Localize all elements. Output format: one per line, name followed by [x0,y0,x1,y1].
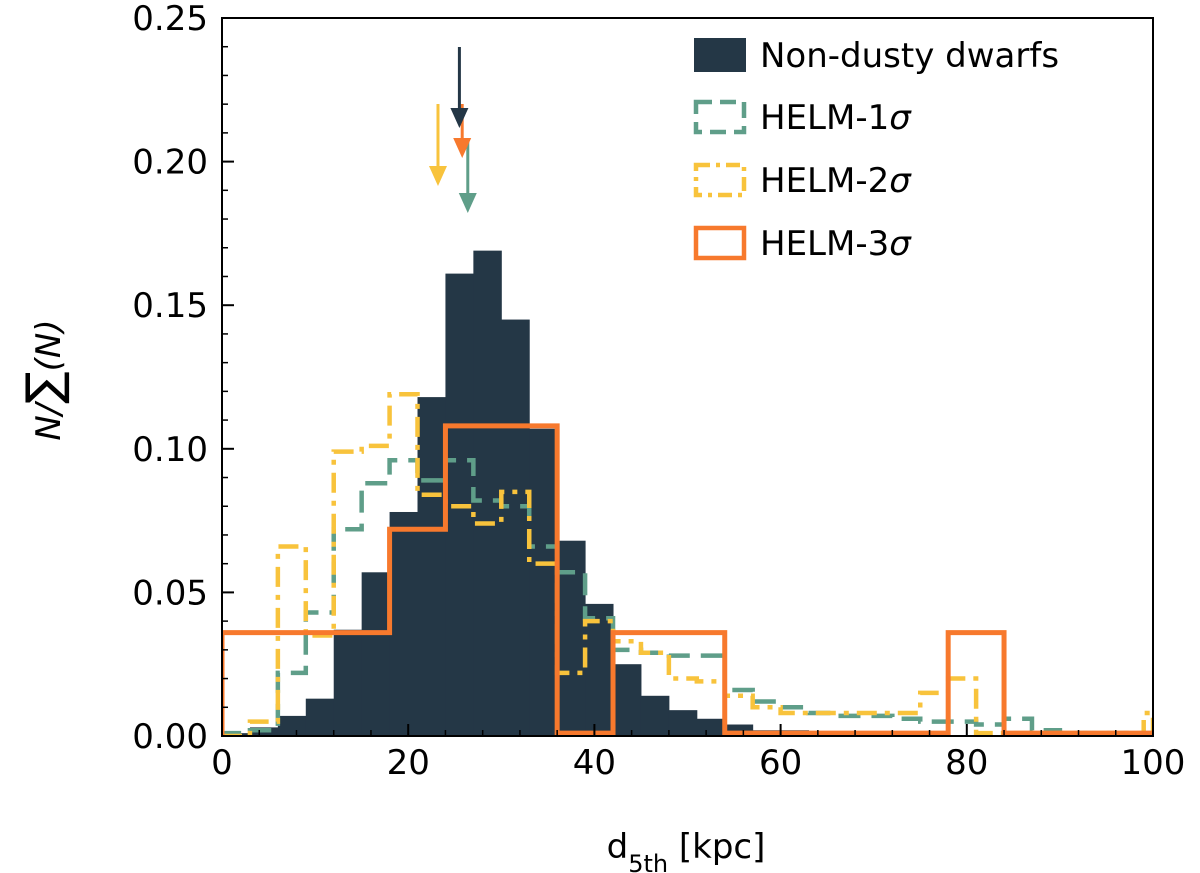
plot-frame [221,17,1154,737]
legend-item: HELM-3σ [693,224,912,264]
legend-item: HELM-1σ [693,98,912,138]
hist-bar [305,698,335,736]
hist-bar [613,664,642,736]
y-tick-label: 0.20 [132,143,208,183]
legend-label: Non-dusty dwarfs [760,36,1059,76]
median-arrow [450,47,469,128]
y-tick-label: 0.05 [132,573,208,613]
legend-label: HELM-2σ [760,161,912,201]
legend-swatch [693,162,747,198]
hist-bar [333,629,363,736]
legend-item: Non-dusty dwarfs [694,36,1059,76]
hist-bar [724,724,754,736]
hist-step-dashdot [222,391,1153,736]
hist-bar [501,319,530,736]
hist-bar [585,603,614,736]
legend-item: HELM-2σ [693,161,912,201]
x-tick-label: 80 [945,743,988,783]
hist-bar [277,715,307,736]
hist-bar [668,710,698,736]
hist-bar [361,572,391,736]
x-tick-label: 40 [573,743,616,783]
median-arrow [458,140,477,213]
hist-step-solid [222,423,1153,736]
y-tick-label: 0.00 [132,717,208,757]
hist-bar [696,718,726,736]
plot-area [222,47,1153,736]
x-tick-label: 20 [387,743,430,783]
hist-bar [557,540,586,736]
y-tick-label: 0.25 [132,0,208,39]
y-tick-label: 0.10 [132,430,208,470]
hist-bar [640,695,670,736]
x-tick-label: 60 [759,743,802,783]
legend-swatch [694,38,746,72]
hist-bar [473,250,502,736]
legend-label: HELM-1σ [760,98,912,138]
hist-bar [529,428,558,736]
legend-swatch [693,225,747,261]
axes: 0 20 40 60 80 100 0.00 0.05 0.10 0.15 0.20 0.25 [132,0,1185,783]
median-arrow [428,104,447,186]
legend-swatch [693,99,747,135]
hist-step-dashed [222,458,1153,736]
legend: Non-dusty dwarfs HELM-1σ HELM-2σ HELM-3σ [693,36,1059,264]
y-tick-label: 0.15 [132,286,208,326]
x-tick-label: 0 [211,743,233,783]
x-axis-title: d5th [kpc] [607,827,766,873]
x-tick-label: 100 [1121,743,1186,783]
hist-bar [389,511,419,736]
y-axis-title: N/∑(N) [16,319,72,440]
hist-bar [417,397,446,736]
legend-label: HELM-3σ [760,224,912,264]
